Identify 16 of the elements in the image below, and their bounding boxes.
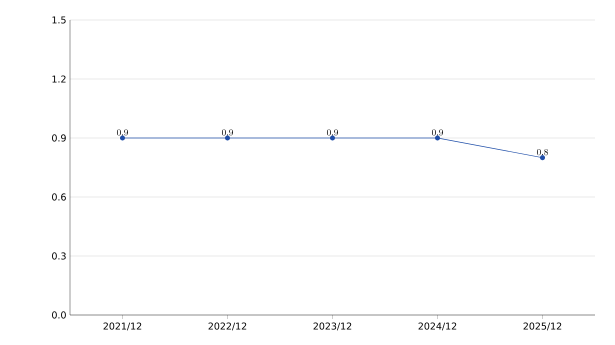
y-tick-label: 0.6 [52, 193, 66, 201]
x-tick-label: 2024/12 [418, 322, 456, 330]
data-label: 0.9 [326, 129, 338, 136]
y-tick-label: 0.9 [52, 134, 66, 142]
data-label: 0.9 [432, 129, 443, 136]
x-tick-label: 2023/12 [314, 322, 352, 330]
x-tick-label: 2022/12 [208, 322, 246, 330]
data-label: 0.8 [536, 149, 548, 156]
y-tick-label: 1.5 [52, 16, 66, 24]
data-label: 0.9 [116, 129, 128, 136]
y-tick-label: 1.2 [52, 75, 66, 83]
y-tick-label: 0.3 [52, 252, 66, 260]
x-tick-label: 2025/12 [524, 322, 562, 330]
y-tick-label: 0.0 [52, 311, 66, 319]
data-label: 0.9 [222, 129, 233, 136]
x-tick-label: 2021/12 [104, 322, 142, 330]
